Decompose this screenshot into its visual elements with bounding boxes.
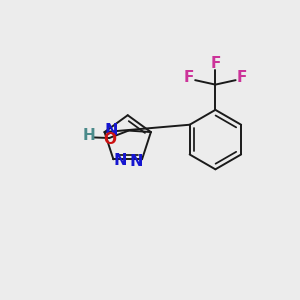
Text: N: N <box>130 154 143 169</box>
Text: H: H <box>83 128 96 143</box>
Text: O: O <box>103 132 116 147</box>
Text: F: F <box>184 70 194 85</box>
Text: N: N <box>113 153 127 168</box>
Text: N: N <box>104 123 118 138</box>
Text: F: F <box>210 56 220 71</box>
Text: F: F <box>237 70 247 85</box>
